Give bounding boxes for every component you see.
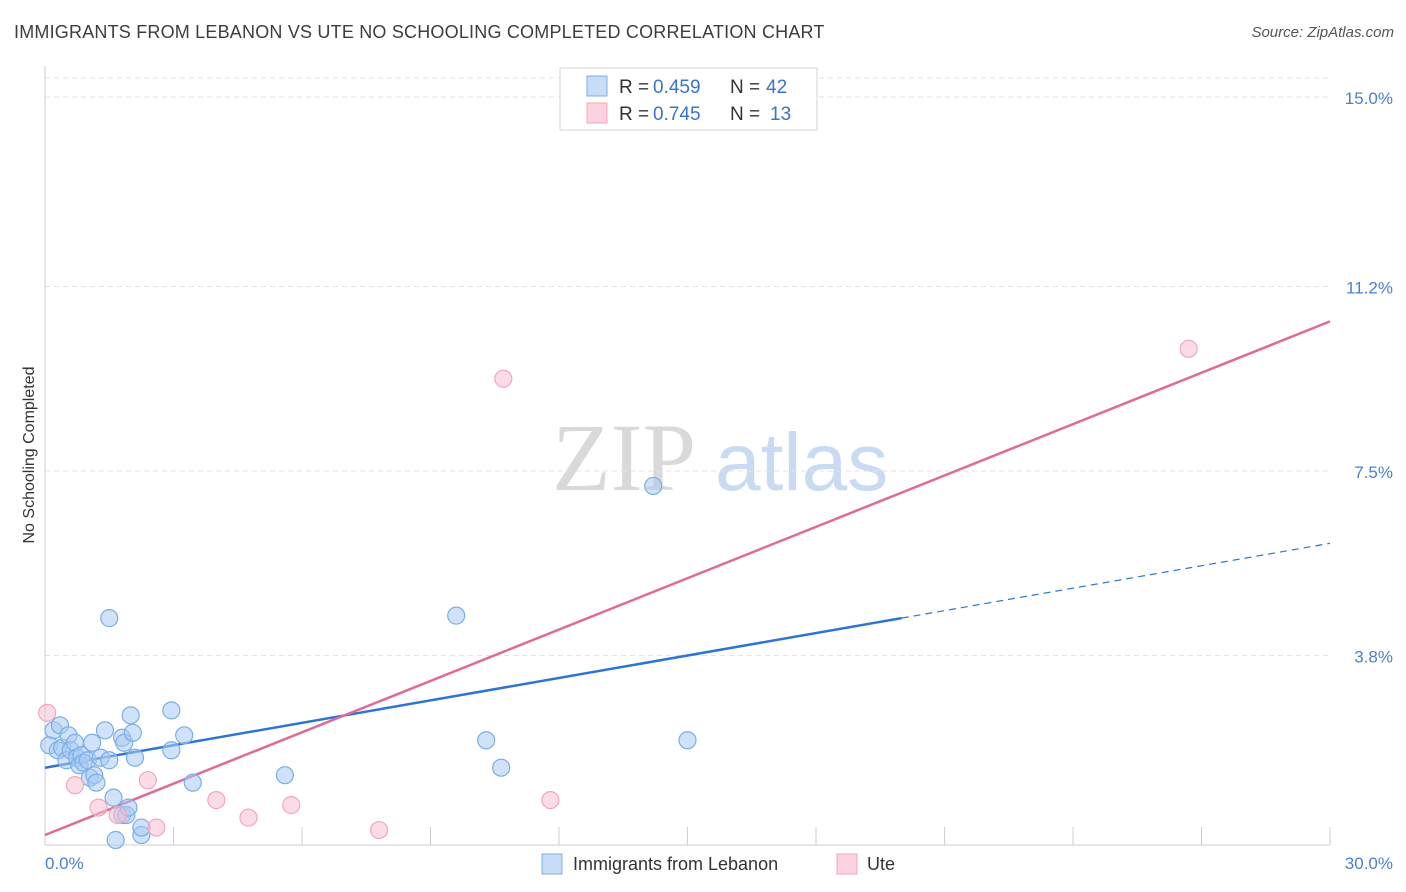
trend-line-lebanon-extension <box>901 542 1331 619</box>
legend-swatch-lebanon <box>586 75 608 97</box>
point-ute-7 <box>239 808 258 827</box>
tick-labels: 3.8% 7.5% 11.2% 15.0% 0.0% 30.0% <box>45 89 1393 873</box>
legend-bottom-swatch-lebanon <box>541 853 563 875</box>
point-lebanon-40 <box>477 731 496 750</box>
point-ute-5 <box>147 818 166 837</box>
point-lebanon-21 <box>100 609 119 628</box>
point-lebanon-22 <box>104 788 123 807</box>
point-lebanon-43 <box>678 731 697 750</box>
trend-line-ute <box>44 320 1331 837</box>
point-ute-3 <box>108 805 127 825</box>
point-ute-11 <box>541 791 560 810</box>
y-tick-label-2: 11.2% <box>1346 278 1393 297</box>
point-lebanon-42 <box>644 476 663 496</box>
y-axis-label: No Schooling Completed <box>21 367 38 544</box>
point-lebanon-20 <box>100 751 119 770</box>
source-label: Source: ZipAtlas.com <box>1251 24 1394 41</box>
legend-r-label-1: R = <box>619 77 649 98</box>
point-lebanon-37 <box>183 773 202 792</box>
legend-bottom-label-ute: Ute <box>867 854 895 874</box>
y-tick-label-1: 7.5% <box>1354 463 1393 482</box>
point-lebanon-39 <box>447 606 466 625</box>
point-ute-10 <box>494 369 513 388</box>
legend-bottom: Immigrants from Lebanon Ute <box>541 853 895 875</box>
point-lebanon-30 <box>123 723 142 742</box>
data-points <box>38 339 1198 850</box>
y-tick-label-3: 15.0% <box>1345 89 1393 108</box>
point-lebanon-23 <box>106 830 125 850</box>
point-lebanon-17 <box>87 773 106 792</box>
legend-n-label-2: N = <box>730 104 760 125</box>
legend-n-value-1: 42 <box>766 77 787 98</box>
legend-n-value-2: 13 <box>770 104 791 125</box>
point-ute-12 <box>1179 339 1198 358</box>
watermark-zip: ZIP <box>552 404 696 511</box>
point-ute-9 <box>370 820 389 840</box>
point-ute-4 <box>138 771 157 790</box>
legend-top: R = 0.459 N = 42 R = 0.745 N = 13 <box>559 67 818 131</box>
point-lebanon-38 <box>275 766 294 785</box>
legend-r-label-2: R = <box>619 104 649 125</box>
point-lebanon-15 <box>83 733 102 752</box>
y-tick-label-0: 3.8% <box>1354 648 1393 667</box>
trend-lines <box>44 320 1331 837</box>
point-ute-1 <box>65 776 85 795</box>
point-lebanon-19 <box>95 721 115 740</box>
point-ute-8 <box>282 796 301 815</box>
legend-swatch-ute <box>586 102 608 124</box>
legend-bottom-swatch-ute <box>836 853 858 875</box>
chart-title: IMMIGRANTS FROM LEBANON VS UTE NO SCHOOL… <box>14 22 825 42</box>
point-lebanon-36 <box>175 726 194 745</box>
point-lebanon-29 <box>121 706 140 725</box>
point-lebanon-34 <box>162 701 181 720</box>
point-ute-2 <box>89 798 108 817</box>
legend-r-value-1: 0.459 <box>653 77 701 98</box>
point-lebanon-35 <box>162 741 181 760</box>
x-tick-label-1: 30.0% <box>1345 854 1393 873</box>
point-lebanon-41 <box>492 758 511 777</box>
watermark-atlas: atlas <box>715 417 888 508</box>
point-lebanon-31 <box>125 748 145 767</box>
point-ute-6 <box>207 791 226 810</box>
legend-bottom-label-lebanon: Immigrants from Lebanon <box>573 854 778 874</box>
legend-n-label-1: N = <box>730 77 760 98</box>
x-tick-label-0: 0.0% <box>45 854 84 873</box>
legend-r-value-2: 0.745 <box>653 104 701 125</box>
point-ute-0 <box>38 703 57 722</box>
grid-lines <box>45 77 1330 657</box>
